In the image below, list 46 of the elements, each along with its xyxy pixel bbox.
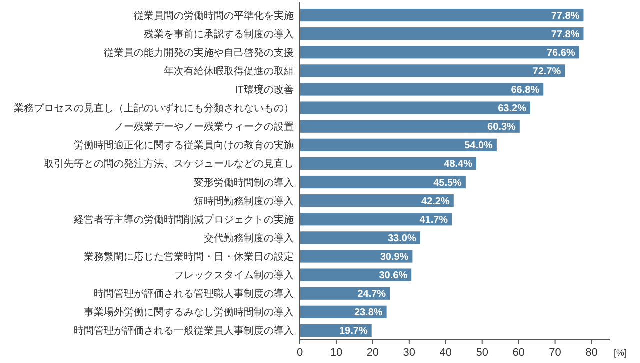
data-label: 48.4%: [444, 159, 473, 170]
data-label: 76.6%: [547, 48, 576, 59]
data-label: 63.2%: [498, 104, 527, 115]
y-tick-label: 業務繁閑に応じた営業時間・日・休業日の設定: [84, 251, 294, 263]
data-label: 60.3%: [488, 122, 516, 134]
data-label: 77.8%: [551, 10, 580, 22]
y-tick-label: 時間管理が評価される管理職人事制度の導入: [94, 288, 294, 300]
x-tick-label: 70: [549, 347, 562, 359]
data-label: 42.2%: [422, 196, 450, 208]
y-tick-label: 残業を事前に承認する制度の導入: [144, 28, 294, 40]
data-label: 30.9%: [380, 252, 409, 263]
y-tick-label: 時間管理が評価される一般従業員人事制度の導入: [74, 325, 294, 338]
data-label: 77.8%: [551, 29, 580, 40]
x-axis-title: [%]: [614, 348, 628, 358]
data-label: 54.0%: [464, 140, 494, 152]
x-tick-label: 40: [440, 347, 452, 359]
y-tick-label: 従業員の能力開発の実施や自己啓発の支援: [104, 46, 294, 59]
data-label: 41.7%: [420, 214, 448, 226]
y-tick-label: 短時間勤務制度の導入: [194, 195, 294, 208]
y-tick-label: 変形労働時間制の導入: [194, 176, 294, 189]
data-label: 45.5%: [434, 178, 462, 189]
x-tick-label: 0: [296, 347, 304, 359]
y-tick-label: ノー残業デーやノー残業ウィークの設置: [114, 121, 294, 134]
y-tick-label: 年次有給休暇取得促進の取組: [164, 65, 294, 78]
y-tick-label: 業務プロセスの見直し（上記のいずれにも分類されないもの）: [14, 102, 294, 115]
y-tick-label: 取引先等との間の発注方法、スケジュールなどの見直し: [44, 158, 294, 170]
x-tick-label: 30: [403, 347, 416, 359]
data-label: 19.7%: [339, 326, 368, 338]
x-tick-label: 20: [366, 347, 380, 359]
data-label: 23.8%: [354, 308, 383, 319]
data-label: 72.7%: [532, 66, 562, 78]
y-tick-label: 事業場外労働に関するみなし労働時間制の導入: [84, 306, 294, 319]
y-tick-label: 経営者等主導の労働時間削減プロジェクトの実施: [73, 214, 294, 226]
data-label: 24.7%: [358, 289, 386, 300]
x-tick-label: 60: [512, 347, 525, 359]
data-label: 66.8%: [511, 85, 540, 96]
y-tick-label: IT環境の改善: [235, 84, 294, 96]
y-tick-label: 労働時間適正化に関する従業員向けの教育の実施: [74, 140, 294, 152]
data-label: 30.6%: [379, 270, 408, 282]
x-tick-label: 50: [476, 347, 488, 359]
x-tick-label: 10: [330, 347, 343, 359]
data-label: 33.0%: [388, 233, 416, 244]
y-tick-label: 従業員間の労働時間の平準化を実施: [134, 10, 294, 22]
y-tick-label: 交代勤務制度の導入: [204, 232, 294, 244]
x-tick-label: 80: [586, 347, 598, 359]
y-tick-label: フレックスタイム制の導入: [174, 270, 294, 282]
